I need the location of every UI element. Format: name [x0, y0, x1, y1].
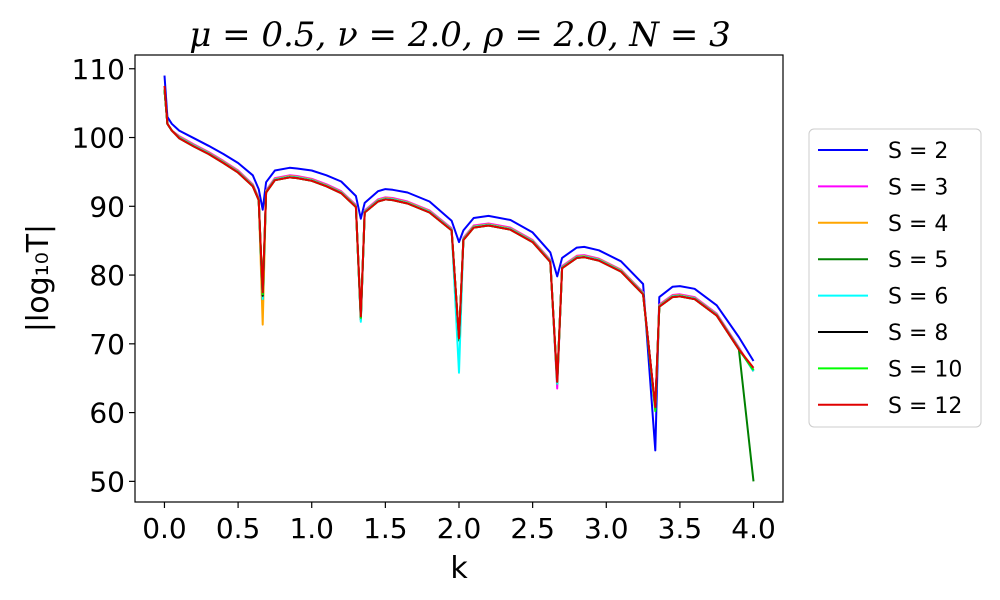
- legend: S = 2 S = 3 S = 4 S = 5 S = 6 S = 8 S = 10 S = …: [808, 128, 982, 428]
- y-tick-label: 80: [89, 259, 125, 292]
- series-layer: [163, 75, 755, 482]
- x-axis-label: k: [450, 551, 468, 586]
- legend-label: S = 2: [888, 139, 948, 164]
- x-tick-label: 1.5: [363, 512, 408, 545]
- legend-label: S = 6: [888, 285, 948, 310]
- legend-label: S = 5: [888, 248, 948, 273]
- y-tick-label: 50: [89, 465, 125, 498]
- chart-title: μ = 0.5, ν = 2.0, ρ = 2.0, N = 3: [189, 15, 731, 55]
- series-line-4: [163, 89, 755, 482]
- x-tick-label: 0.0: [142, 512, 187, 545]
- x-tick-label: 3.5: [658, 512, 703, 545]
- legend-box: [808, 128, 982, 428]
- series-line-8: [163, 85, 755, 409]
- y-tick-label: 100: [72, 122, 125, 155]
- y-axis: 50 60 70 80 90 100 110: [72, 53, 135, 498]
- series-line-1: [163, 75, 755, 452]
- x-tick-label: 1.0: [289, 512, 334, 545]
- plot-frame: [134, 54, 784, 503]
- legend-label: S = 8: [888, 321, 948, 346]
- x-tick-label: 2.5: [510, 512, 555, 545]
- y-tick-label: 70: [89, 328, 125, 361]
- x-tick-label: 2.0: [437, 512, 482, 545]
- x-axis: 0.0 0.5 1.0 1.5 2.0 2.5 3.0 3.5 4.0: [142, 502, 776, 545]
- series-line-5: [163, 89, 755, 411]
- x-tick-label: 0.5: [216, 512, 261, 545]
- y-tick-label: 60: [89, 397, 125, 430]
- legend-label: S = 12: [888, 394, 962, 419]
- legend-label: S = 10: [888, 357, 962, 382]
- legend-label: S = 3: [888, 175, 948, 200]
- y-tick-label: 110: [72, 53, 125, 86]
- x-tick-label: 4.0: [731, 512, 776, 545]
- legend-label: S = 4: [888, 212, 948, 237]
- y-tick-label: 90: [89, 190, 125, 223]
- y-axis-label: |log₁₀T|: [21, 224, 56, 332]
- x-tick-label: 3.0: [584, 512, 629, 545]
